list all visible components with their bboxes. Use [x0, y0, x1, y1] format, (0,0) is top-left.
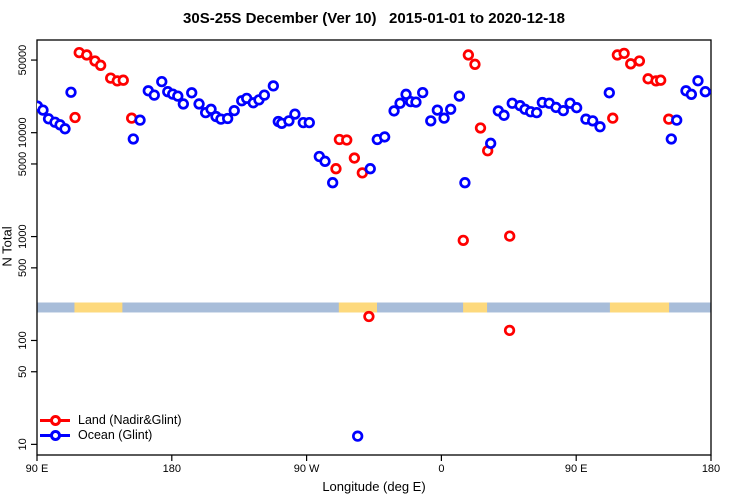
strip-land-segment	[463, 302, 488, 313]
data-point-land	[474, 122, 487, 134]
data-point-ocean	[425, 115, 437, 127]
data-point-ocean	[65, 86, 77, 98]
data-point-land	[95, 59, 107, 71]
legend-item-ocean: Ocean (Glint)	[40, 428, 182, 443]
data-point-ocean	[303, 116, 315, 129]
data-point-ocean	[485, 137, 497, 149]
strip-land-segment	[74, 302, 123, 313]
data-point-land	[330, 163, 342, 175]
x-tick-label: 90 E	[565, 463, 588, 475]
y-tick-label: 5000	[17, 152, 29, 176]
data-point-ocean	[531, 106, 543, 119]
x-tick-label: 90 W	[294, 463, 320, 475]
data-point-ocean	[394, 97, 406, 109]
data-point-ocean	[319, 155, 331, 167]
data-point-ocean	[603, 87, 615, 99]
data-point-ocean	[498, 109, 510, 121]
data-point-ocean	[557, 104, 569, 117]
data-point-ocean	[594, 121, 606, 133]
data-point-ocean	[156, 75, 168, 88]
data-point-ocean	[205, 103, 217, 115]
data-point-ocean	[431, 104, 444, 116]
plot-border	[36, 39, 712, 456]
data-point-ocean	[410, 96, 422, 108]
data-point-ocean	[148, 89, 160, 101]
data-point-land	[348, 152, 361, 164]
data-point-ocean	[177, 98, 189, 110]
data-point-ocean	[699, 86, 711, 98]
x-tick-label: 180	[702, 463, 720, 475]
data-point-ocean	[388, 105, 400, 117]
x-tick-label: 180	[163, 463, 181, 475]
data-point-ocean	[671, 114, 683, 126]
data-point-ocean	[258, 89, 271, 101]
data-point-land	[363, 310, 375, 323]
y-tick-label: 100	[17, 331, 29, 349]
chart-title: 30S-25S December (Ver 10) 2015-01-01 to …	[183, 10, 565, 27]
legend-label-ocean: Ocean (Glint)	[78, 428, 153, 442]
land-ocean-strip	[37, 302, 711, 313]
data-point-land	[503, 324, 516, 337]
x-tick-label: 0	[438, 463, 444, 475]
data-point-ocean	[692, 75, 704, 87]
data-point-land	[469, 58, 481, 70]
data-point-ocean	[453, 90, 466, 102]
y-tick-label: 1000	[17, 224, 29, 248]
data-point-ocean	[289, 108, 301, 120]
strip-land-segment	[338, 302, 377, 313]
y-tick-label: 500	[17, 259, 29, 277]
data-point-ocean	[222, 112, 234, 125]
data-point-ocean	[327, 177, 339, 189]
data-point-ocean	[685, 88, 698, 100]
data-point-land	[69, 111, 81, 124]
data-point-ocean	[438, 112, 450, 124]
x-tick-label: 90 E	[26, 463, 49, 475]
legend-item-land: Land (Nadir&Glint)	[40, 413, 182, 428]
data-point-ocean	[445, 103, 457, 115]
y-tick-label: 10	[17, 438, 29, 450]
data-point-land	[81, 49, 93, 61]
data-point-land	[633, 55, 646, 67]
ocean-marker-icon	[40, 430, 70, 441]
data-point-ocean	[228, 104, 240, 117]
data-point-land	[462, 49, 475, 61]
y-tick-label: 50	[17, 366, 29, 378]
data-point-ocean	[186, 87, 198, 99]
data-point-land	[655, 74, 667, 86]
data-point-land	[341, 134, 353, 146]
land-marker-icon	[40, 415, 70, 426]
data-point-ocean	[364, 163, 376, 175]
data-point-ocean	[587, 115, 599, 127]
data-point-ocean	[172, 90, 184, 102]
data-point-ocean	[378, 131, 391, 143]
data-point-ocean	[665, 133, 677, 145]
data-points	[37, 46, 711, 442]
data-point-ocean	[283, 115, 295, 127]
y-tick-label: 50000	[17, 45, 29, 76]
data-point-ocean	[417, 86, 429, 99]
data-point-ocean	[127, 133, 139, 145]
data-point-land	[457, 234, 469, 246]
data-point-ocean	[459, 177, 471, 189]
data-point-land	[618, 47, 630, 60]
legend: Land (Nadir&Glint) Ocean (Glint)	[40, 413, 182, 443]
y-tick-label: 10000	[17, 117, 29, 148]
data-point-land	[607, 112, 619, 124]
data-point-ocean	[37, 104, 49, 116]
data-point-ocean	[193, 98, 205, 110]
data-point-ocean	[59, 123, 71, 135]
x-axis-title: Longitude (deg E)	[322, 479, 426, 494]
data-point-ocean	[352, 430, 364, 442]
data-point-land	[504, 230, 516, 242]
strip-land-segment	[609, 302, 670, 313]
data-point-land	[625, 58, 637, 70]
data-point-ocean	[267, 80, 279, 92]
data-point-land	[117, 74, 129, 86]
legend-label-land: Land (Nadir&Glint)	[78, 413, 182, 427]
data-point-ocean	[570, 102, 583, 114]
data-point-ocean	[134, 114, 146, 126]
